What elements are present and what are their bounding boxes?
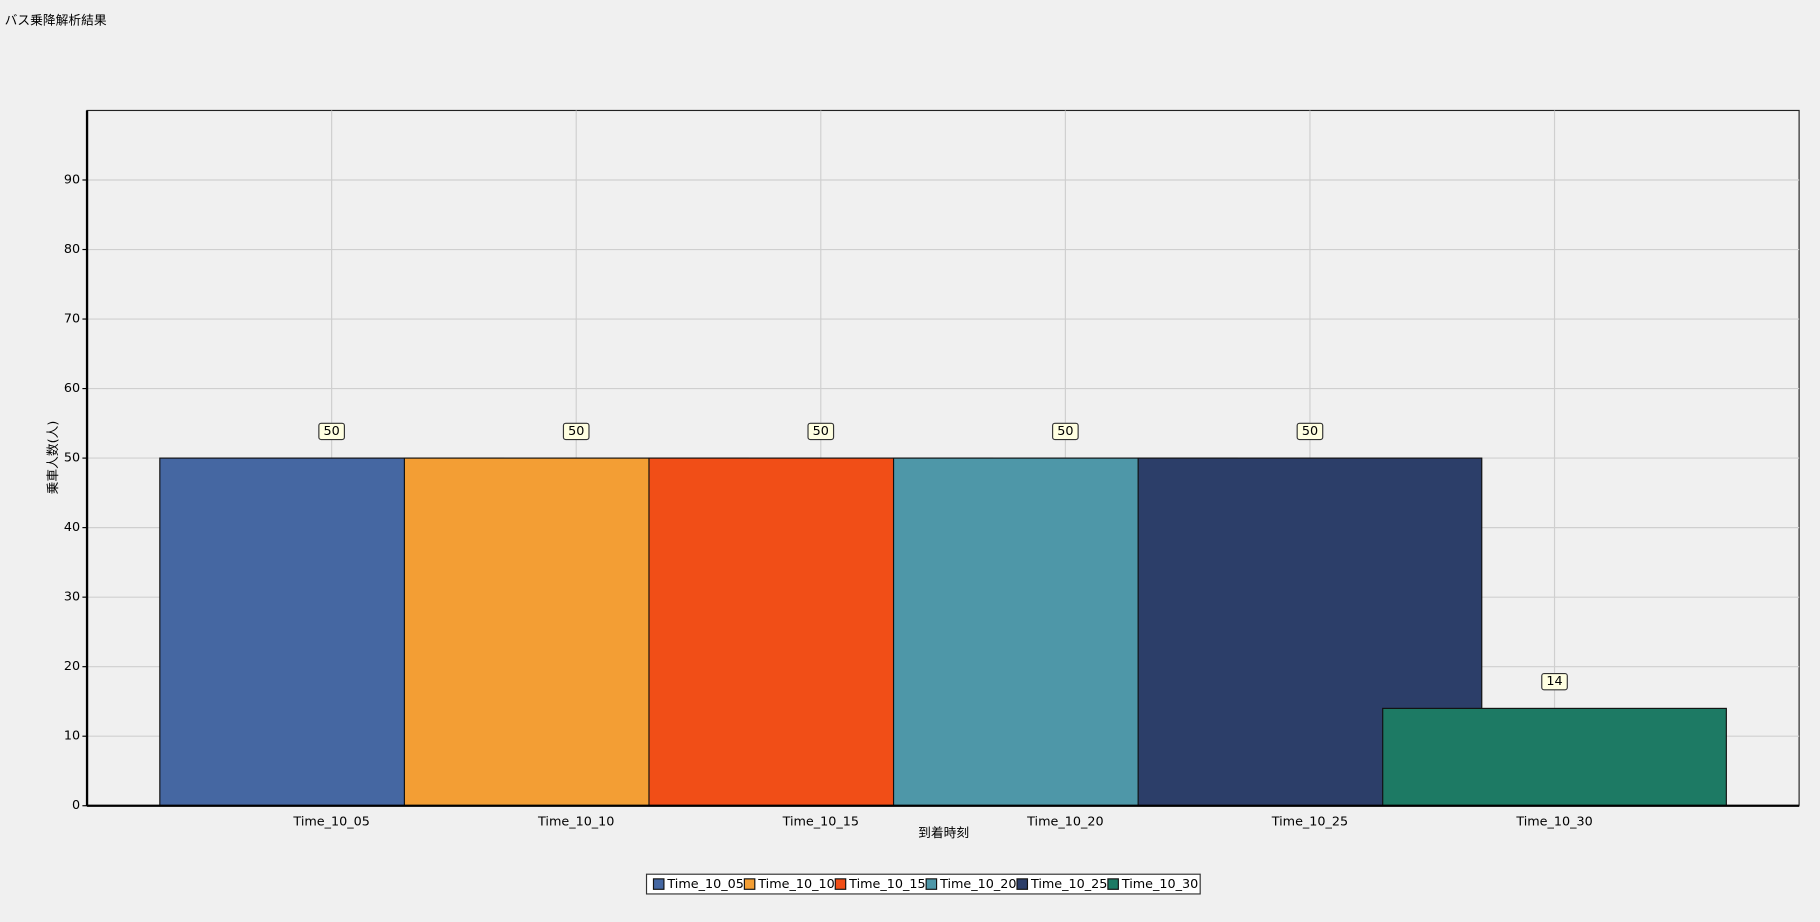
y-tick-label: 10 <box>64 729 80 744</box>
y-tick-label: 40 <box>64 520 80 535</box>
value-label: 50 <box>568 424 584 439</box>
legend-label: Time_10_15 <box>848 877 925 892</box>
y-tick-label: 50 <box>64 451 80 466</box>
value-label: 50 <box>1057 424 1073 439</box>
y-tick-label: 60 <box>64 381 80 396</box>
value-label-box <box>1052 422 1079 441</box>
y-tick-label: 90 <box>64 172 80 187</box>
x-axis-label: 到着時刻 <box>918 825 969 841</box>
value-label-box <box>807 422 835 441</box>
bar <box>1382 707 1727 807</box>
value-label: 50 <box>1302 424 1318 439</box>
y-tick-label: 30 <box>64 590 80 605</box>
legend-label: Time_10_05 <box>666 877 743 892</box>
value-label-box <box>562 422 590 441</box>
value-label: 14 <box>1546 674 1562 689</box>
x-tick-label: Time_10_10 <box>537 814 614 829</box>
legend <box>645 873 1201 895</box>
x-tick-label: Time_10_30 <box>1515 814 1592 829</box>
y-tick-label: 80 <box>64 242 80 257</box>
y-tick-label: 20 <box>64 659 80 674</box>
y-tick-label: 0 <box>72 798 80 813</box>
legend-swatch <box>925 878 938 890</box>
y-axis-label: 乗車人数(人) <box>46 421 61 495</box>
x-tick-label: Time_10_15 <box>782 814 859 829</box>
value-label-box <box>1541 672 1568 691</box>
x-tick-label: Time_10_25 <box>1271 814 1348 829</box>
value-label-box <box>1296 422 1324 441</box>
legend-swatch <box>834 878 847 890</box>
x-tick-label: Time_10_05 <box>292 814 369 829</box>
legend-label: Time_10_25 <box>1030 877 1107 892</box>
value-label: 50 <box>324 424 340 439</box>
value-label-box <box>318 422 345 441</box>
legend-swatch <box>743 878 756 890</box>
legend-label: Time_10_30 <box>1121 877 1198 892</box>
x-tick-label: Time_10_20 <box>1026 814 1103 829</box>
legend-label: Time_10_20 <box>939 877 1016 892</box>
legend-swatch <box>1107 878 1119 890</box>
legend-swatch <box>1016 878 1029 890</box>
value-label: 50 <box>813 424 829 439</box>
chart-title: バス乗降解析結果 <box>5 14 107 29</box>
legend-swatch <box>652 878 665 890</box>
y-tick-label: 70 <box>64 312 80 327</box>
legend-label: Time_10_10 <box>757 877 834 892</box>
